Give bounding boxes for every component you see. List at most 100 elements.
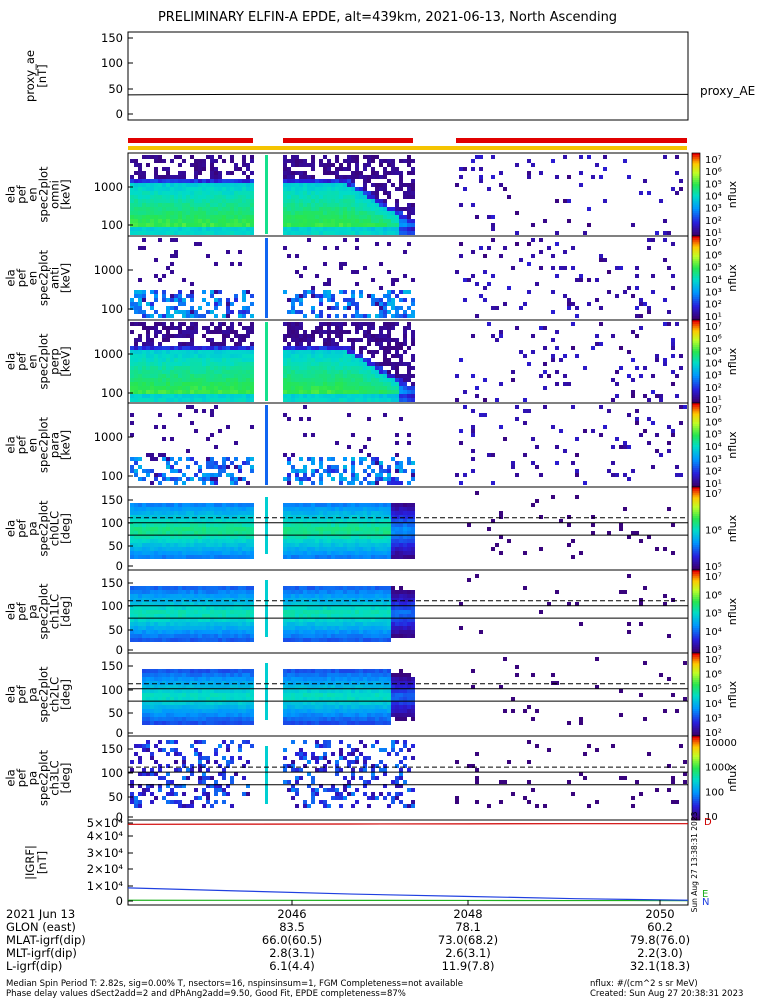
heatmap-cell — [483, 378, 487, 382]
heatmap-cell — [174, 326, 178, 330]
heatmap-cell — [287, 211, 291, 215]
heatmap-cell — [663, 219, 667, 223]
heatmap-cell — [190, 634, 194, 638]
heatmap-cell — [222, 350, 226, 354]
heatmap-cell — [190, 610, 194, 614]
heatmap-cell — [226, 302, 230, 306]
heatmap-cell — [383, 634, 387, 638]
heatmap-cell — [335, 358, 339, 362]
heatmap-cell — [319, 354, 323, 358]
spectrogram-pa_ch2 — [142, 657, 687, 725]
heatmap-cell — [142, 701, 146, 705]
heatmap-cell — [230, 555, 234, 559]
heatmap-cell — [210, 382, 214, 386]
heatmap-cell — [675, 374, 679, 378]
heatmap-cell — [355, 223, 359, 227]
heatmap-cell — [363, 187, 367, 191]
heatmap-cell — [130, 362, 134, 366]
heatmap-cell — [331, 179, 335, 183]
heatmap-cell — [202, 618, 206, 622]
heatmap-cell — [214, 618, 218, 622]
heatmap-cell — [146, 547, 150, 551]
heatmap-cell — [303, 179, 307, 183]
heatmap-cell — [222, 195, 226, 199]
heatmap-cell — [283, 290, 287, 294]
heatmap-cell — [491, 215, 495, 219]
heatmap-cell — [351, 179, 355, 183]
heatmap-cell — [154, 258, 158, 262]
heatmap-cell — [387, 298, 391, 302]
heatmap-cell — [311, 433, 315, 437]
heatmap-cell — [583, 231, 587, 235]
heatmap-cell — [339, 366, 343, 370]
heatmap-cell — [190, 405, 194, 409]
heatmap-cell — [363, 266, 367, 270]
heatmap-cell — [146, 507, 150, 511]
heatmap-cell — [491, 238, 495, 242]
heatmap-cell — [411, 594, 415, 598]
heatmap-cell — [198, 511, 202, 515]
heatmap-cell — [134, 461, 138, 465]
heatmap-cell — [226, 370, 230, 374]
heatmap-cell — [202, 503, 206, 507]
heatmap-cell — [395, 394, 399, 398]
heatmap-cell — [170, 398, 174, 402]
heatmap-cell — [150, 306, 154, 310]
heatmap-cell — [375, 473, 379, 477]
heatmap-cell — [186, 346, 190, 350]
heatmap-cell — [250, 330, 254, 334]
heatmap-cell — [186, 398, 190, 402]
heatmap-cell — [303, 382, 307, 386]
heatmap-cell — [311, 473, 315, 477]
heatmap-cell — [291, 622, 295, 626]
heatmap-cell — [242, 503, 246, 507]
heatmap-cell — [142, 677, 146, 681]
heatmap-cell — [335, 350, 339, 354]
heatmap-cell — [246, 334, 250, 338]
heatmap-cell — [479, 630, 483, 634]
heatmap-cell — [411, 398, 415, 402]
heatmap-cell — [138, 531, 142, 535]
heatmap-cell — [142, 507, 146, 511]
heatmap-cell — [170, 270, 174, 274]
heatmap-cell — [399, 622, 403, 626]
heatmap-cell — [299, 610, 303, 614]
heatmap-cell — [146, 618, 150, 622]
heatmap-cell — [283, 370, 287, 374]
heatmap-cell — [315, 531, 319, 535]
heatmap-cell — [222, 370, 226, 374]
heatmap-cell — [307, 290, 311, 294]
heatmap-cell — [242, 219, 246, 223]
heatmap-cell — [198, 354, 202, 358]
heatmap-cell — [403, 527, 407, 531]
heatmap-cell — [206, 231, 210, 235]
heatmap-cell — [210, 195, 214, 199]
heatmap-cell — [242, 338, 246, 342]
heatmap-cell — [174, 390, 178, 394]
heatmap-cell — [411, 171, 415, 175]
heatmap-cell — [527, 362, 531, 366]
heatmap-cell — [343, 215, 347, 219]
heatmap-cell — [347, 386, 351, 390]
heatmap-cell — [395, 477, 399, 481]
heatmap-cell — [202, 527, 206, 531]
heatmap-cell — [355, 159, 359, 163]
heatmap-cell — [174, 531, 178, 535]
heatmap-cell — [222, 469, 226, 473]
heatmap-cell — [295, 199, 299, 203]
heatmap-cell — [303, 590, 307, 594]
heatmap-cell — [150, 362, 154, 366]
heatmap-cell — [234, 195, 238, 199]
heatmap-cell — [214, 195, 218, 199]
heatmap-cell — [174, 461, 178, 465]
heatmap-cell — [667, 634, 671, 638]
heatmap-cell — [162, 215, 166, 219]
heatmap-cell — [146, 453, 150, 457]
heatmap-cell — [206, 515, 210, 519]
heatmap-cell — [399, 531, 403, 535]
heatmap-cell — [142, 519, 146, 523]
heatmap-cell — [295, 382, 299, 386]
heatmap-cell — [331, 330, 335, 334]
heatmap-cell — [499, 535, 503, 539]
heatmap-cell — [182, 298, 186, 302]
